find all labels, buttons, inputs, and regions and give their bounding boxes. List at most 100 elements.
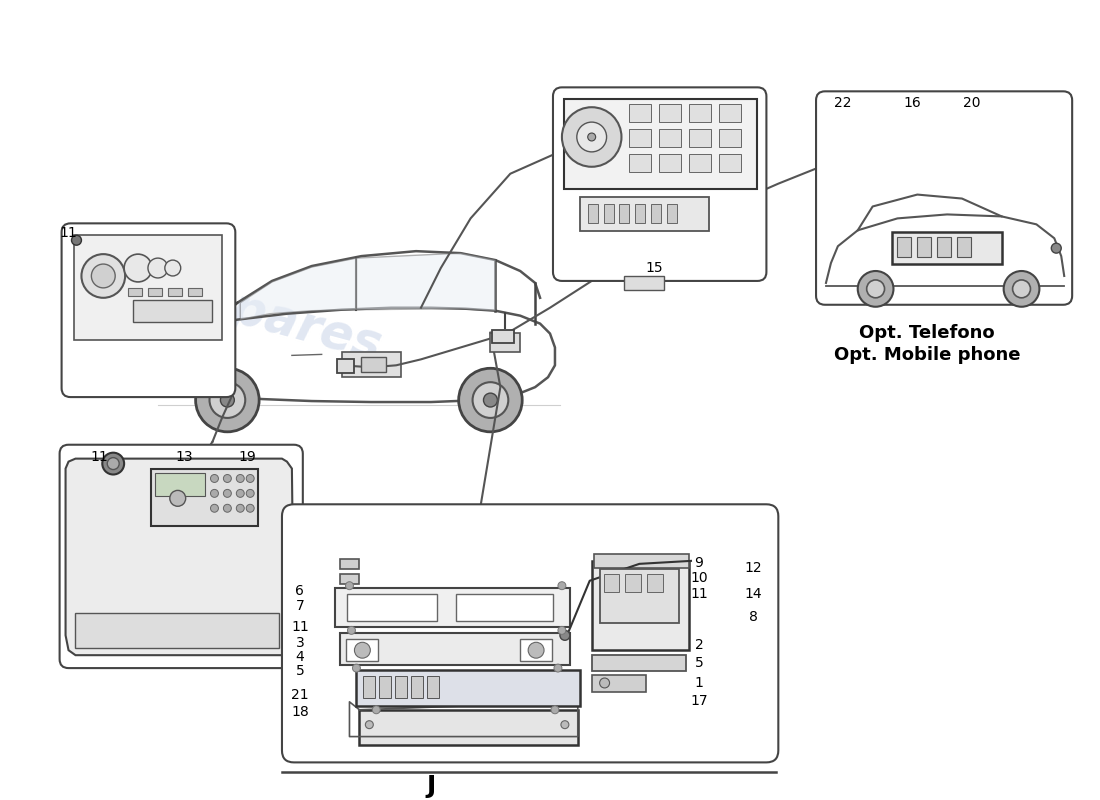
Circle shape bbox=[858, 271, 893, 306]
Text: 11: 11 bbox=[292, 620, 309, 634]
Circle shape bbox=[587, 133, 596, 141]
Bar bbox=[491, 333, 520, 353]
Circle shape bbox=[246, 474, 254, 482]
Circle shape bbox=[484, 393, 497, 407]
Circle shape bbox=[169, 490, 186, 506]
Bar bbox=[957, 238, 971, 257]
Bar bbox=[604, 574, 619, 592]
FancyBboxPatch shape bbox=[62, 223, 235, 397]
Circle shape bbox=[551, 706, 559, 714]
Text: 22: 22 bbox=[834, 96, 851, 110]
Polygon shape bbox=[66, 458, 294, 655]
Circle shape bbox=[209, 382, 245, 418]
Bar bbox=[667, 203, 678, 223]
Circle shape bbox=[372, 706, 381, 714]
Circle shape bbox=[210, 474, 219, 482]
Bar bbox=[619, 203, 629, 223]
Circle shape bbox=[459, 368, 522, 432]
Bar bbox=[647, 574, 663, 592]
Bar bbox=[76, 614, 279, 648]
Bar bbox=[592, 675, 647, 692]
Bar bbox=[155, 473, 205, 496]
Circle shape bbox=[148, 258, 168, 278]
Bar bbox=[659, 154, 681, 172]
Circle shape bbox=[210, 490, 219, 498]
Polygon shape bbox=[356, 253, 495, 310]
Circle shape bbox=[246, 504, 254, 512]
Bar bbox=[455, 594, 553, 622]
Circle shape bbox=[165, 260, 180, 276]
FancyBboxPatch shape bbox=[282, 504, 779, 762]
Polygon shape bbox=[240, 258, 356, 320]
Bar bbox=[689, 129, 711, 147]
Bar bbox=[898, 238, 911, 257]
Circle shape bbox=[220, 393, 234, 407]
Text: 16: 16 bbox=[903, 96, 921, 110]
Bar bbox=[917, 238, 932, 257]
Text: 14: 14 bbox=[745, 586, 762, 601]
Circle shape bbox=[365, 721, 373, 729]
Text: 13: 13 bbox=[176, 450, 194, 464]
Bar bbox=[689, 154, 711, 172]
Circle shape bbox=[354, 642, 371, 658]
Bar bbox=[659, 129, 681, 147]
Bar bbox=[151, 469, 258, 526]
FancyBboxPatch shape bbox=[59, 445, 302, 668]
Bar bbox=[133, 300, 212, 322]
Text: eurospares: eurospares bbox=[78, 245, 387, 370]
Bar bbox=[520, 639, 552, 661]
Bar bbox=[718, 104, 740, 122]
Text: 19: 19 bbox=[239, 450, 256, 464]
Circle shape bbox=[473, 382, 508, 418]
Text: 7: 7 bbox=[296, 598, 305, 613]
Bar bbox=[128, 288, 142, 296]
Bar bbox=[718, 154, 740, 172]
Text: 8: 8 bbox=[749, 610, 758, 625]
Circle shape bbox=[345, 582, 353, 590]
Circle shape bbox=[223, 490, 231, 498]
Bar bbox=[604, 203, 614, 223]
Bar bbox=[629, 129, 651, 147]
Circle shape bbox=[348, 626, 355, 634]
Circle shape bbox=[1052, 243, 1062, 253]
Bar bbox=[362, 358, 386, 372]
Text: Opt. Mobile phone: Opt. Mobile phone bbox=[834, 346, 1021, 364]
Text: J: J bbox=[427, 774, 436, 798]
Circle shape bbox=[81, 254, 125, 298]
Circle shape bbox=[196, 368, 260, 432]
Text: 11: 11 bbox=[59, 226, 77, 240]
Text: eurospares: eurospares bbox=[468, 576, 733, 685]
Bar bbox=[629, 104, 651, 122]
Bar bbox=[340, 634, 570, 665]
Bar bbox=[337, 359, 354, 374]
Bar bbox=[564, 99, 758, 189]
Circle shape bbox=[246, 490, 254, 498]
Text: 17: 17 bbox=[690, 694, 707, 708]
Bar bbox=[168, 288, 182, 296]
Bar bbox=[594, 554, 689, 568]
Bar bbox=[341, 353, 402, 378]
Circle shape bbox=[236, 474, 244, 482]
Bar bbox=[592, 655, 686, 671]
Bar bbox=[651, 203, 661, 223]
Text: 20: 20 bbox=[964, 96, 980, 110]
Circle shape bbox=[562, 107, 622, 166]
Text: 9: 9 bbox=[694, 556, 703, 570]
Bar bbox=[625, 276, 664, 290]
Bar bbox=[937, 238, 952, 257]
Text: 21: 21 bbox=[292, 688, 309, 702]
Bar bbox=[718, 129, 740, 147]
FancyBboxPatch shape bbox=[816, 91, 1072, 305]
Bar bbox=[379, 676, 392, 698]
Text: 6: 6 bbox=[296, 584, 305, 598]
Circle shape bbox=[102, 453, 124, 474]
Circle shape bbox=[561, 721, 569, 729]
Circle shape bbox=[236, 504, 244, 512]
Bar bbox=[411, 676, 422, 698]
Text: 2: 2 bbox=[694, 638, 703, 652]
Text: 18: 18 bbox=[292, 705, 309, 718]
Bar bbox=[580, 197, 708, 231]
Bar bbox=[360, 710, 578, 745]
Bar bbox=[600, 569, 679, 623]
Circle shape bbox=[560, 630, 570, 640]
